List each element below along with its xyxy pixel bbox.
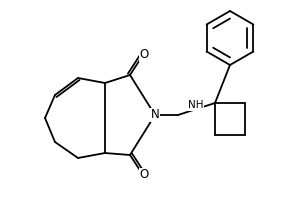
Text: O: O — [140, 48, 148, 62]
Text: N: N — [151, 108, 159, 121]
Text: O: O — [140, 168, 148, 182]
Text: NH: NH — [188, 100, 203, 110]
